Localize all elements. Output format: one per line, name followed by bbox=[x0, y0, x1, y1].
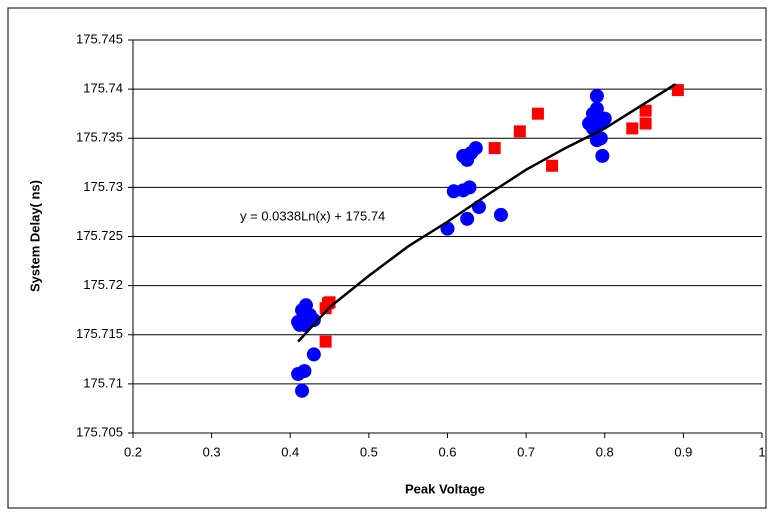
circle-marker bbox=[462, 180, 477, 195]
circle-marker bbox=[589, 89, 604, 104]
x-tick-label: 0.9 bbox=[674, 444, 692, 459]
x-tick-label: 0.5 bbox=[360, 444, 378, 459]
square-marker bbox=[319, 335, 332, 348]
chart-frame bbox=[7, 7, 767, 509]
circle-marker bbox=[306, 347, 321, 362]
x-tick-label: 1 bbox=[758, 444, 765, 459]
circle-marker bbox=[297, 364, 312, 379]
trendline-equation: y = 0.0338Ln(x) + 175.74 bbox=[240, 208, 385, 223]
y-tick-label: 175.715 bbox=[76, 326, 123, 341]
y-tick-label: 175.73 bbox=[83, 179, 123, 194]
trendline bbox=[297, 83, 677, 343]
circle-marker bbox=[593, 131, 608, 146]
y-tick-label: 175.72 bbox=[83, 277, 123, 292]
circle-marker bbox=[306, 313, 321, 328]
square-marker bbox=[531, 107, 544, 120]
square-marker bbox=[513, 125, 526, 138]
x-tick-label: 0.8 bbox=[596, 444, 614, 459]
square-marker bbox=[626, 122, 639, 135]
square-marker bbox=[671, 84, 684, 97]
circle-marker bbox=[292, 317, 307, 332]
square-marker bbox=[639, 117, 652, 130]
y-tick-label: 175.74 bbox=[83, 81, 123, 96]
y-tick-label: 175.71 bbox=[83, 375, 123, 390]
y-axis-title: System Delay( ns) bbox=[27, 180, 42, 292]
circle-marker bbox=[460, 211, 475, 226]
circle-marker bbox=[597, 111, 612, 126]
y-tick-label: 175.705 bbox=[76, 424, 123, 439]
circle-marker bbox=[595, 148, 610, 163]
x-tick-label: 0.2 bbox=[124, 444, 142, 459]
circle-marker bbox=[295, 383, 310, 398]
y-tick-label: 175.745 bbox=[76, 31, 123, 46]
x-axis-title: Peak Voltage bbox=[405, 481, 485, 496]
circle-marker bbox=[471, 200, 486, 215]
x-tick-label: 0.7 bbox=[517, 444, 535, 459]
y-tick-label: 175.735 bbox=[76, 130, 123, 145]
square-marker bbox=[546, 159, 559, 172]
x-tick-label: 0.3 bbox=[203, 444, 221, 459]
x-tick-label: 0.4 bbox=[281, 444, 299, 459]
circle-marker bbox=[589, 101, 604, 116]
circle-marker bbox=[468, 141, 483, 156]
square-marker bbox=[488, 142, 501, 155]
circle-marker bbox=[493, 207, 508, 222]
square-marker bbox=[639, 104, 652, 117]
y-tick-label: 175.725 bbox=[76, 228, 123, 243]
x-tick-label: 0.6 bbox=[438, 444, 456, 459]
